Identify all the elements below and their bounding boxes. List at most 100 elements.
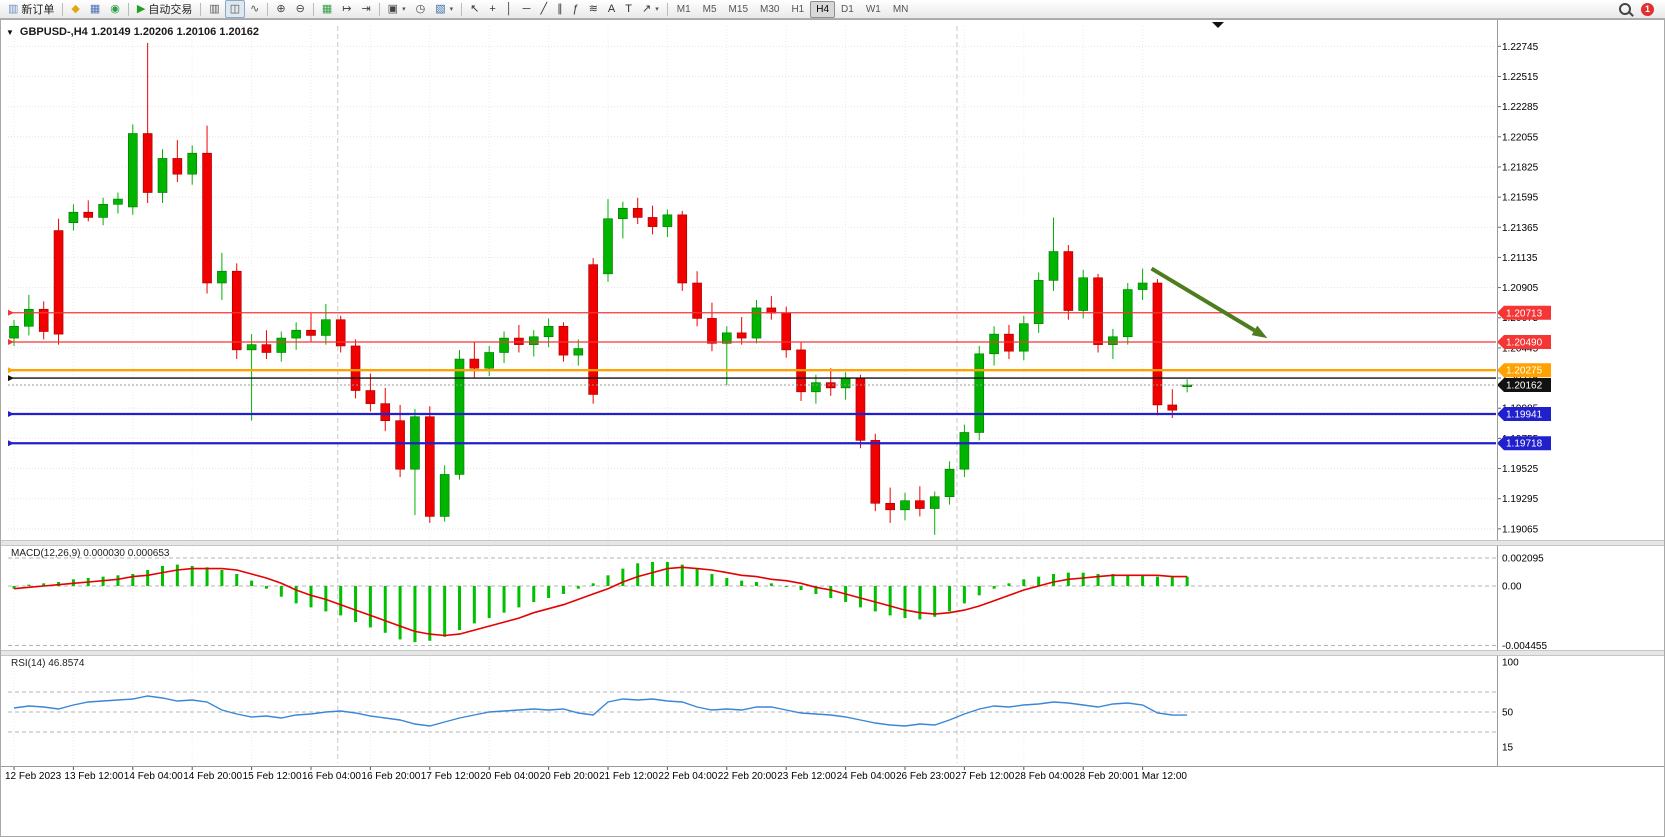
channel-icon: ∥	[557, 2, 563, 15]
indicators-button[interactable]: ▧ ▾	[430, 0, 458, 18]
timeframe-d1-button[interactable]: D1	[841, 3, 854, 15]
waves-button[interactable]: ≋	[584, 0, 603, 18]
candle-body	[187, 152, 197, 175]
trend-arrow-line[interactable]	[1150, 266, 1256, 333]
chart-shift-button[interactable]: ⇥	[356, 0, 375, 18]
timeframe-m1-button[interactable]: M1	[676, 3, 691, 15]
notification-badge[interactable]: 1	[1641, 2, 1654, 16]
candle-body	[959, 432, 970, 470]
macd-histogram-bar	[651, 561, 655, 586]
trend-arrow-head[interactable]	[1251, 325, 1268, 339]
zoom-in-button[interactable]: ⊕	[271, 0, 290, 18]
autotrading-button[interactable]: ▶ 自动交易	[132, 0, 197, 18]
indicators-icon: ▧	[435, 2, 446, 15]
channel-button[interactable]: ∥	[552, 0, 568, 18]
candle-body	[989, 333, 999, 355]
price-tag	[1497, 436, 1551, 451]
auto-scroll-button[interactable]: ↦	[337, 0, 356, 18]
time-tick-label: 27 Feb 12:00	[955, 771, 1014, 782]
candle-body	[217, 270, 227, 284]
collapse-arrow-icon[interactable]: ▼	[6, 27, 14, 37]
time-tick-label: 13 Feb 12:00	[64, 771, 123, 782]
candle-body	[558, 325, 569, 356]
candle-body	[439, 474, 450, 517]
zoom-out-button[interactable]: ⊖	[291, 0, 310, 18]
timeframe-h1-button[interactable]: H1	[791, 3, 805, 15]
auto-scroll-icon: ↦	[342, 2, 352, 15]
price-tag	[1497, 363, 1551, 378]
rsi-label: RSI(14) 46.8574	[11, 658, 85, 669]
price-tick-label: 1.21595	[1502, 193, 1539, 204]
tile-windows-button[interactable]: ▦	[317, 0, 337, 18]
panel-divider-macd[interactable]	[0, 540, 1665, 546]
arrows-button[interactable]: ↗ ▾	[637, 0, 664, 18]
new-order-icon: ▥	[8, 2, 19, 15]
candle-body	[707, 318, 717, 344]
candle-body	[811, 382, 821, 393]
macd-histogram-bar	[799, 586, 803, 591]
chart-line-button[interactable]: ∿	[245, 0, 264, 18]
vertical-line-button[interactable]: │	[501, 0, 518, 18]
search-icon-handle	[1628, 11, 1634, 17]
timeframe-mn-button[interactable]: MN	[892, 3, 909, 15]
macd-histogram-bar	[829, 586, 833, 599]
timeframe-m30-button[interactable]: M30	[760, 3, 780, 15]
macd-histogram-bar	[487, 586, 491, 619]
candle-body	[944, 468, 955, 498]
time-tick-label: 20 Feb 04:00	[480, 771, 539, 782]
data-window-button[interactable]: ▦	[85, 0, 105, 18]
text-button[interactable]: A	[603, 0, 620, 18]
new-chart-button[interactable]: ▣ ▾	[383, 0, 411, 18]
candle-body	[306, 329, 316, 336]
candle-body	[1108, 336, 1118, 345]
macd-histogram-bar	[591, 583, 595, 586]
crosshair-button[interactable]: +	[484, 0, 500, 18]
rsi-axis-label: 50	[1502, 708, 1514, 719]
fibonacci-button[interactable]: ƒ	[568, 0, 584, 18]
line-anchor-marker	[8, 367, 14, 374]
macd-histogram-bar	[235, 573, 239, 586]
horizontal-line-button[interactable]: ─	[518, 0, 536, 18]
chart-candles-button[interactable]: ◫	[224, 0, 246, 18]
price-tag	[1497, 406, 1551, 421]
timeframe-m15-button[interactable]: M15	[728, 3, 748, 15]
candle-body	[1078, 277, 1088, 311]
price-tick-label: 1.22515	[1502, 72, 1539, 83]
period-clock-button[interactable]: ◷	[411, 0, 431, 18]
price-tick-label: 1.22745	[1502, 42, 1539, 53]
time-tick-label: 23 Feb 12:00	[777, 771, 836, 782]
candle-body	[1004, 333, 1014, 352]
candle-body	[113, 198, 123, 205]
macd-histogram-bar	[1185, 576, 1189, 586]
price-tick-label: 1.21825	[1502, 162, 1539, 173]
toolbar-right: 1	[1619, 2, 1662, 17]
timeframe-h4-button[interactable]: H4	[810, 0, 836, 18]
macd-histogram-bar	[769, 583, 773, 586]
waves-icon: ≋	[588, 2, 598, 15]
cursor-button[interactable]: ↖	[465, 0, 484, 18]
candle-body	[53, 230, 64, 335]
timeframe-w1-button[interactable]: W1	[865, 3, 881, 15]
macd-histogram-bar	[1022, 579, 1026, 586]
timeframe-m5-button[interactable]: M5	[702, 3, 717, 15]
chart-title: ▼ GBPUSD-,H4 1.20149 1.20206 1.20106 1.2…	[6, 26, 259, 38]
candle-body	[751, 307, 762, 339]
candle-body	[231, 270, 242, 351]
new-order-button[interactable]: ▥ 新订单	[3, 0, 59, 18]
text-label-button[interactable]: T	[620, 0, 637, 18]
navigator-button[interactable]: ◉	[105, 0, 125, 18]
data-window-icon: ▦	[89, 2, 101, 15]
trendline-button[interactable]: ╱	[535, 0, 552, 18]
macd-histogram-bar	[354, 586, 358, 623]
time-tick-label: 12 Feb 2023	[5, 771, 62, 782]
macd-histogram-bar	[161, 565, 164, 586]
chart-bars-button[interactable]: ▥	[204, 0, 224, 18]
macd-histogram-bar	[12, 586, 16, 589]
market-watch-button[interactable]: ◆	[66, 0, 84, 18]
search-icon[interactable]	[1619, 3, 1634, 17]
chart-shift-marker[interactable]	[1212, 22, 1224, 28]
macd-label: MACD(12,26,9) 0.000030 0.000653	[11, 548, 170, 559]
candle-body	[321, 319, 331, 336]
panel-divider-rsi[interactable]	[0, 650, 1665, 656]
